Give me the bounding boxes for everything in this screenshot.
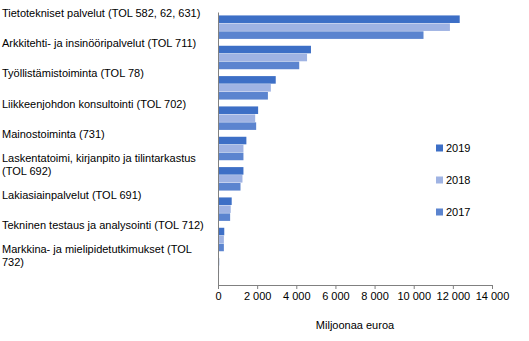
tick-label: 6 000	[322, 290, 350, 302]
tick: 2 000	[244, 285, 272, 302]
x-axis: 0 2 000 4 000 6 000 8 000 10 000 12 000 14 000	[215, 285, 509, 302]
tick: Lakiasiainpalvelut (TOL 691)	[2, 189, 218, 210]
bar	[218, 54, 307, 62]
tick: Työllistämistoiminta (TOL 78)	[2, 67, 218, 88]
tick-label: 4 000	[283, 290, 311, 302]
legend-item: 2018	[436, 174, 470, 186]
chart: 0 2 000 4 000 6 000 8 000 10 000 12 000 14 000 T…	[0, 0, 529, 341]
category-label: Markkina- ja mielipidetutkimukset (TOL73…	[2, 243, 192, 268]
bar	[218, 153, 243, 161]
tick-label: 2 000	[244, 290, 272, 302]
legend-item: 2017	[436, 206, 470, 218]
bar	[218, 31, 424, 39]
tick: Mainostoiminta (731)	[2, 128, 218, 149]
plot: 0 2 000 4 000 6 000 8 000 10 000 12 000 14 000 T…	[2, 7, 509, 302]
category-label: Liikkeenjohdon konsultointi (TOL 702)	[2, 98, 186, 110]
tick: 0	[215, 285, 221, 302]
bar	[218, 23, 450, 31]
legend-item: 2019	[436, 142, 470, 154]
category-label: Tekninen testaus ja analysointi (TOL 712…	[2, 219, 204, 231]
bar	[218, 167, 243, 175]
tick: Tekninen testaus ja analysointi (TOL 712…	[2, 219, 218, 240]
category-label: Työllistämistoiminta (TOL 78)	[2, 67, 144, 79]
tick: Liikkeenjohdon konsultointi (TOL 702)	[2, 98, 218, 119]
tick-mark	[492, 285, 493, 289]
bar	[218, 145, 243, 153]
legend-label: 2018	[446, 174, 470, 186]
bar	[218, 46, 311, 54]
axis-line	[219, 286, 493, 290]
legend-label: 2017	[446, 206, 470, 218]
tick: 8 000	[361, 285, 389, 302]
tick-mark	[453, 285, 454, 289]
category-label: Tietotekniset palvelut (TOL 582, 62, 631…	[2, 7, 200, 19]
tick: 10 000	[397, 285, 431, 302]
tick-label: 8 000	[361, 290, 389, 302]
bar	[218, 114, 255, 122]
bar	[218, 62, 299, 70]
tick-mark	[375, 285, 376, 289]
series	[218, 31, 424, 281]
tick-mark	[296, 285, 297, 289]
bar	[218, 76, 276, 84]
category-label: Laskentatoimi, kirjanpito ja tilintarkas…	[2, 152, 196, 177]
bar	[218, 213, 230, 221]
bar	[218, 15, 460, 23]
category-label: Lakiasiainpalvelut (TOL 691)	[2, 189, 141, 201]
legend-swatch	[436, 145, 443, 152]
category-label: Arkkitehti- ja insinööripalvelut (TOL 71…	[2, 37, 196, 49]
bar	[218, 175, 242, 183]
tick: 14 000	[476, 285, 510, 302]
bar	[218, 84, 271, 92]
legend-swatch	[436, 209, 443, 216]
tick-label: 0	[215, 290, 221, 302]
series	[218, 23, 450, 273]
bar	[218, 197, 232, 205]
bar	[218, 137, 246, 145]
legend-label: 2019	[446, 142, 470, 154]
legend-swatch	[436, 177, 443, 184]
tick: Laskentatoimi, kirjanpito ja tilintarkas…	[2, 152, 218, 179]
tick: 6 000	[322, 285, 350, 302]
tick-mark	[335, 285, 336, 289]
bar	[218, 205, 231, 213]
tick-mark	[257, 285, 258, 289]
tick: Arkkitehti- ja insinööripalvelut (TOL 71…	[2, 37, 218, 58]
y-axis: Tietotekniset palvelut (TOL 582, 62, 631…	[2, 7, 219, 286]
tick-label: 14 000	[476, 290, 510, 302]
tick-mark	[414, 285, 415, 289]
tick-label: 10 000	[397, 290, 431, 302]
tick: 12 000	[437, 285, 471, 302]
x-axis-title: Miljoonaa euroa	[316, 319, 395, 331]
bar	[218, 92, 268, 100]
tick-mark	[218, 285, 219, 289]
bar	[218, 106, 258, 114]
bar	[218, 183, 241, 191]
series	[218, 15, 460, 265]
tick: 4 000	[283, 285, 311, 302]
category-label: Mainostoiminta (731)	[2, 128, 105, 140]
axis-line	[218, 13, 219, 286]
tick-label: 12 000	[437, 290, 471, 302]
bar	[218, 122, 256, 130]
tick: Tietotekniset palvelut (TOL 582, 62, 631…	[2, 7, 218, 28]
tick: Markkina- ja mielipidetutkimukset (TOL73…	[2, 243, 218, 270]
bars	[218, 15, 460, 281]
legend: 2019 2018 2017	[436, 142, 470, 218]
